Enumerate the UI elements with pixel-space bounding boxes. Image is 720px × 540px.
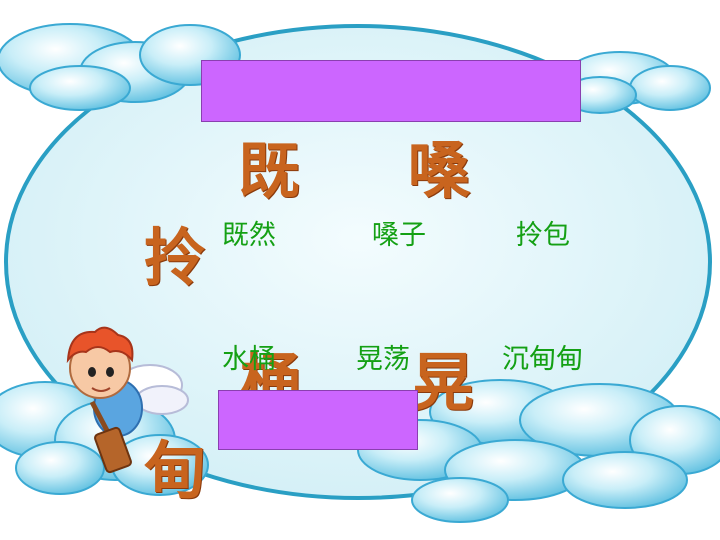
word-huangdang: 晃荡 bbox=[356, 344, 410, 375]
word-chendiandian: 沉甸甸 bbox=[502, 344, 583, 375]
big-char-dian: 甸 bbox=[144, 434, 207, 507]
purple-cover-box-bottom bbox=[218, 390, 418, 450]
big-char-ji: 既 bbox=[238, 134, 301, 207]
big-char-sang: 嗓 bbox=[408, 134, 471, 207]
word-jiran: 既然 bbox=[222, 220, 276, 251]
word-shuitong: 水桶 bbox=[222, 344, 276, 375]
cloud-bottom-right bbox=[357, 379, 720, 523]
big-char-huang: 晃 bbox=[412, 346, 475, 419]
big-char-lin: 拎 bbox=[144, 221, 207, 294]
cloud-top-right bbox=[563, 51, 711, 114]
word-sangzi: 嗓子 bbox=[372, 220, 426, 251]
word-linbao: 拎包 bbox=[516, 220, 570, 251]
cartoon-cupid-with-hammer-icon bbox=[66, 326, 189, 474]
purple-cover-box-top bbox=[201, 60, 581, 122]
